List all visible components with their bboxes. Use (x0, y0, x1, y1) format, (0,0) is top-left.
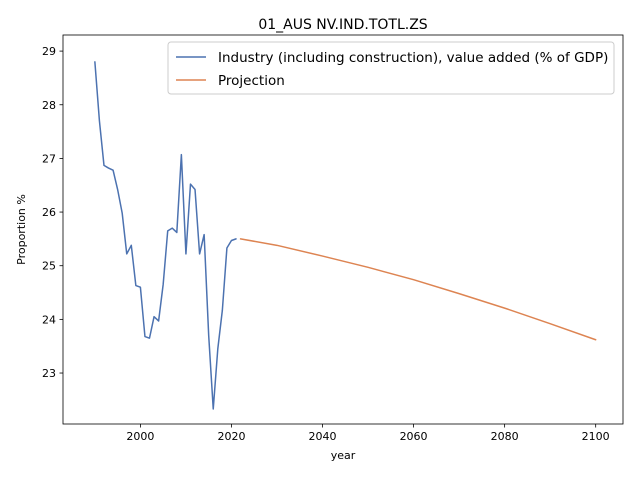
x-tick-label: 2080 (491, 430, 519, 443)
y-tick-label: 26 (42, 206, 56, 219)
x-tick-label: 2040 (309, 430, 337, 443)
y-tick-label: 23 (42, 367, 56, 380)
x-tick-label: 2000 (126, 430, 154, 443)
x-tick-label: 2020 (217, 430, 245, 443)
legend-label-projection: Projection (218, 73, 285, 89)
y-tick-label: 29 (42, 45, 56, 58)
x-tick-label: 2100 (582, 430, 610, 443)
legend: Industry (including construction), value… (167, 41, 615, 95)
y-tick-label: 25 (42, 260, 56, 273)
legend-label-industry: Industry (including construction), value… (218, 50, 608, 66)
y-axis-label: Proportion % (15, 194, 28, 265)
y-axis: 23 24 25 26 27 28 29 (42, 45, 63, 380)
legend-box (167, 41, 615, 95)
series-line-projection (239, 238, 597, 341)
plot-frame (62, 34, 624, 425)
x-axis-label: year (331, 449, 356, 462)
series-layer (94, 61, 597, 410)
y-tick-label: 24 (42, 313, 56, 326)
chart-title: 01_AUS NV.IND.TOTL.ZS (258, 17, 427, 33)
y-tick-label: 27 (42, 152, 56, 165)
y-tick-label: 28 (42, 99, 56, 112)
x-tick-label: 2060 (400, 430, 428, 443)
x-axis: 2000 2020 2040 2060 2080 2100 (126, 424, 610, 443)
series-line-industry (94, 61, 237, 410)
